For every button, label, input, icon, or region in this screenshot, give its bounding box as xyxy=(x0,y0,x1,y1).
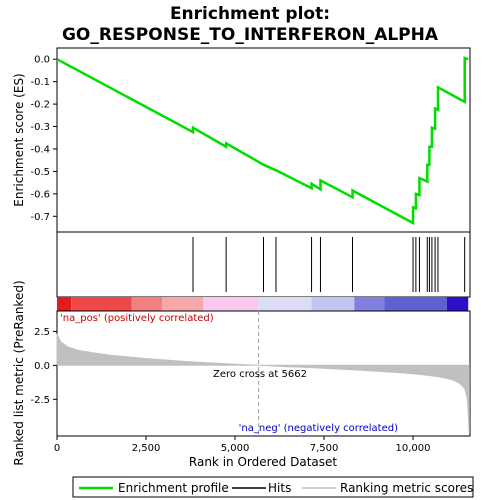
x-tick-label: 10,000 xyxy=(396,443,431,454)
legend-es-label: Enrichment profile xyxy=(118,481,229,495)
zero-cross-label: Zero cross at 5662 xyxy=(213,369,307,380)
es-tick-label: -0.1 xyxy=(30,77,50,88)
colorbar-segment xyxy=(354,297,385,311)
positive-correlated-label: 'na_pos' (positively correlated) xyxy=(60,313,214,324)
chart-title-line2: GO_RESPONSE_TO_INTERFERON_ALPHA xyxy=(62,25,439,45)
metric-y-axis-label: Ranked list metric (PreRanked) xyxy=(12,280,26,465)
es-tick-label: -0.7 xyxy=(30,212,50,223)
legend-hits-label: Hits xyxy=(268,481,291,495)
enrichment-profile-line xyxy=(56,56,469,226)
colorbar-segment xyxy=(258,297,312,311)
es-y-axis-label: Enrichment score (ES) xyxy=(12,73,26,206)
es-tick-label: -0.6 xyxy=(30,189,50,200)
metric-tick-label: 0.0 xyxy=(34,361,50,372)
ranking-metric-area xyxy=(56,333,470,434)
es-tick-label: -0.4 xyxy=(30,144,50,155)
colorbar-segment xyxy=(71,297,132,311)
colorbar-segment xyxy=(311,297,355,311)
es-panel xyxy=(56,47,471,233)
chart-title-line1: Enrichment plot: xyxy=(170,4,330,24)
es-tick-label: -0.3 xyxy=(30,122,50,133)
x-axis-label: Rank in Ordered Dataset xyxy=(189,455,337,469)
ranking-colorbar xyxy=(57,297,469,311)
legend-box xyxy=(72,476,474,498)
es-tick-label: -0.5 xyxy=(30,167,50,178)
x-tick-label: 0 xyxy=(54,443,60,454)
colorbar-segment xyxy=(202,297,259,311)
legend-metric-label: Ranking metric scores xyxy=(340,481,473,495)
x-tick-label: 5,000 xyxy=(221,443,250,454)
colorbar-segment xyxy=(131,297,163,311)
metric-panel xyxy=(56,310,471,437)
metric-tick-label: -2.5 xyxy=(30,395,50,406)
negative-correlated-label: 'na_neg' (negatively correlated) xyxy=(239,423,398,434)
colorbar-segment xyxy=(162,297,203,311)
x-tick-label: 7,500 xyxy=(310,443,339,454)
colorbar-segment xyxy=(57,297,72,311)
x-tick-label: 2,500 xyxy=(132,443,161,454)
metric-tick-label: 2.5 xyxy=(34,327,50,338)
es-tick-label: 0.0 xyxy=(34,55,50,66)
colorbar-segment xyxy=(446,297,469,311)
es-tick-label: -0.2 xyxy=(30,100,50,111)
colorbar-segment xyxy=(384,297,447,311)
